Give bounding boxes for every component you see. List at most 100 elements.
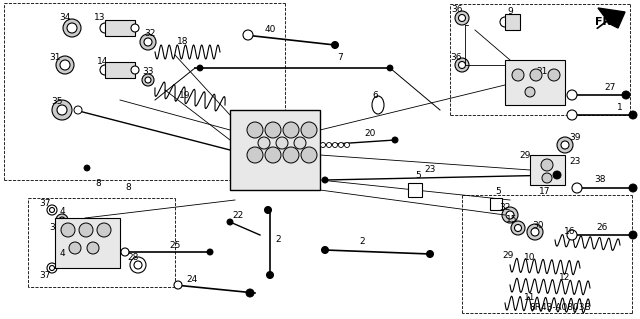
Text: 29: 29 bbox=[519, 151, 531, 160]
Circle shape bbox=[515, 225, 522, 232]
Text: 5: 5 bbox=[415, 170, 421, 180]
Circle shape bbox=[561, 141, 569, 149]
Text: 29: 29 bbox=[502, 250, 514, 259]
Bar bbox=[230, 110, 320, 190]
Circle shape bbox=[142, 74, 154, 86]
Text: 24: 24 bbox=[186, 276, 198, 285]
Circle shape bbox=[572, 183, 582, 193]
Text: 15: 15 bbox=[506, 216, 518, 225]
Circle shape bbox=[61, 223, 75, 237]
Text: 21: 21 bbox=[536, 68, 548, 77]
Circle shape bbox=[63, 19, 81, 37]
Circle shape bbox=[144, 38, 152, 46]
Text: 35: 35 bbox=[51, 98, 63, 107]
Text: 7: 7 bbox=[337, 54, 343, 63]
Text: FR.: FR. bbox=[595, 17, 615, 27]
Text: 32: 32 bbox=[499, 203, 511, 211]
Circle shape bbox=[458, 62, 465, 69]
Circle shape bbox=[57, 105, 67, 115]
Circle shape bbox=[258, 137, 270, 149]
Circle shape bbox=[145, 77, 151, 83]
Circle shape bbox=[74, 106, 82, 114]
Circle shape bbox=[79, 223, 93, 237]
Circle shape bbox=[622, 91, 630, 99]
Circle shape bbox=[49, 207, 54, 212]
Text: 18: 18 bbox=[177, 38, 189, 47]
Text: 31: 31 bbox=[49, 53, 61, 62]
Text: 5: 5 bbox=[495, 188, 501, 197]
Circle shape bbox=[49, 265, 54, 271]
Text: 2: 2 bbox=[359, 238, 365, 247]
Text: 14: 14 bbox=[97, 57, 109, 66]
Text: 13: 13 bbox=[94, 13, 106, 23]
Circle shape bbox=[455, 11, 469, 25]
Text: 34: 34 bbox=[60, 13, 70, 23]
Circle shape bbox=[131, 24, 139, 32]
Text: 33: 33 bbox=[142, 68, 154, 77]
Circle shape bbox=[458, 14, 465, 21]
Circle shape bbox=[339, 143, 344, 147]
Circle shape bbox=[567, 230, 577, 240]
Text: 2: 2 bbox=[275, 235, 281, 244]
Circle shape bbox=[60, 60, 70, 70]
Circle shape bbox=[321, 247, 328, 254]
Circle shape bbox=[332, 41, 339, 48]
Bar bbox=[55, 218, 120, 268]
Text: 38: 38 bbox=[595, 175, 605, 184]
Circle shape bbox=[247, 122, 263, 138]
Circle shape bbox=[527, 224, 543, 240]
Circle shape bbox=[197, 65, 203, 71]
Circle shape bbox=[506, 211, 514, 219]
Text: 9: 9 bbox=[507, 8, 513, 17]
Circle shape bbox=[629, 184, 637, 192]
Circle shape bbox=[264, 206, 271, 213]
Ellipse shape bbox=[372, 96, 384, 114]
Circle shape bbox=[301, 147, 317, 163]
Circle shape bbox=[387, 65, 393, 71]
Circle shape bbox=[207, 249, 213, 255]
Circle shape bbox=[140, 34, 156, 50]
Text: 10: 10 bbox=[524, 254, 536, 263]
Circle shape bbox=[553, 171, 561, 179]
Circle shape bbox=[100, 65, 110, 75]
Circle shape bbox=[455, 58, 469, 72]
Circle shape bbox=[629, 111, 637, 119]
Circle shape bbox=[56, 56, 74, 74]
Bar bbox=[505, 60, 565, 105]
Text: 39: 39 bbox=[569, 133, 580, 143]
Text: 40: 40 bbox=[264, 26, 276, 34]
Text: 12: 12 bbox=[559, 273, 571, 283]
Circle shape bbox=[344, 143, 349, 147]
Circle shape bbox=[47, 205, 57, 215]
Text: 19: 19 bbox=[179, 91, 191, 100]
Text: 23: 23 bbox=[570, 158, 580, 167]
Circle shape bbox=[47, 263, 57, 273]
Circle shape bbox=[131, 66, 139, 74]
Text: 1: 1 bbox=[617, 103, 623, 113]
Circle shape bbox=[247, 147, 263, 163]
Circle shape bbox=[100, 23, 110, 33]
Text: 32: 32 bbox=[144, 28, 156, 38]
Text: 23: 23 bbox=[424, 166, 436, 174]
Circle shape bbox=[266, 271, 273, 278]
Circle shape bbox=[69, 242, 81, 254]
Text: 30: 30 bbox=[532, 220, 544, 229]
Text: 36: 36 bbox=[451, 53, 461, 62]
Circle shape bbox=[541, 159, 553, 171]
Circle shape bbox=[629, 231, 637, 239]
Circle shape bbox=[567, 90, 577, 100]
Circle shape bbox=[87, 242, 99, 254]
Text: 4: 4 bbox=[59, 249, 65, 257]
Circle shape bbox=[500, 17, 510, 27]
Text: 20: 20 bbox=[364, 129, 376, 137]
Text: 22: 22 bbox=[232, 211, 244, 219]
Circle shape bbox=[56, 254, 68, 266]
Text: 8: 8 bbox=[125, 183, 131, 192]
Text: 37: 37 bbox=[39, 271, 51, 280]
Circle shape bbox=[84, 165, 90, 171]
Circle shape bbox=[426, 250, 433, 257]
Circle shape bbox=[130, 257, 146, 273]
Circle shape bbox=[276, 137, 288, 149]
Polygon shape bbox=[598, 8, 625, 28]
Circle shape bbox=[333, 143, 337, 147]
